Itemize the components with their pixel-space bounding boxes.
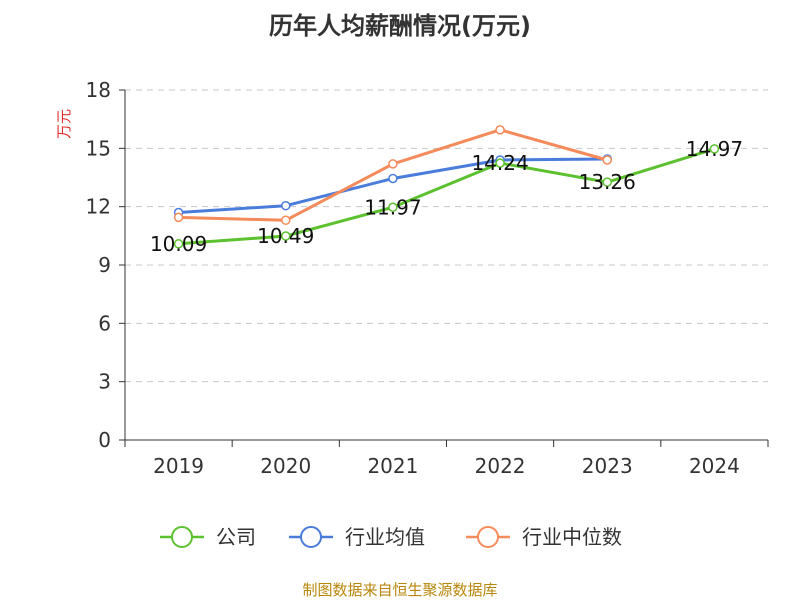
y-tick-label: 6: [98, 311, 111, 335]
legend-label: 行业中位数: [522, 525, 622, 549]
data-point-1-2[interactable]: [388, 173, 398, 184]
data-label: 10.09: [150, 232, 207, 256]
y-tick-label: 0: [98, 428, 111, 452]
data-point-0-4[interactable]: [602, 177, 612, 187]
x-tick-label: 2022: [475, 454, 526, 478]
data-point-0-2[interactable]: [388, 202, 398, 212]
legend-marker: [171, 526, 193, 548]
data-label: 10.49: [257, 224, 314, 248]
legend-item-0[interactable]: 公司: [160, 525, 256, 549]
data-point-0-3[interactable]: [495, 158, 505, 168]
y-tick-label: 18: [86, 78, 111, 102]
legend[interactable]: 公司 行业均值 行业中位数: [160, 525, 622, 549]
y-tick-label: 12: [86, 195, 111, 219]
legend-item-1[interactable]: 行业均值: [289, 525, 425, 549]
data-label: 13.26: [579, 170, 636, 194]
legend-item-2[interactable]: 行业中位数: [466, 525, 622, 549]
y-tick-label: 9: [98, 253, 111, 277]
data-labels: 10.09 10.49 11.97 14.24 13.26 14.97: [150, 137, 743, 256]
data-label: 11.97: [364, 195, 421, 219]
y-tick-label: 3: [98, 370, 111, 394]
chart-title: 历年人均薪酬情况(万元): [269, 12, 531, 40]
data-point-1-1[interactable]: [281, 200, 291, 211]
data-label: 14.97: [686, 137, 743, 161]
legend-label: 行业均值: [345, 525, 425, 549]
legend-marker: [477, 526, 499, 548]
data-point-2-0[interactable]: [173, 212, 184, 223]
data-point-2-1[interactable]: [281, 215, 291, 226]
y-axis-label: 万元: [55, 109, 73, 139]
data-label: 14.24: [471, 151, 528, 175]
source-note: 制图数据来自恒生聚源数据库: [302, 581, 497, 599]
legend-marker: [300, 526, 322, 548]
x-tick-label: 2021: [367, 454, 418, 478]
data-point-2-3[interactable]: [495, 125, 505, 135]
y-tick-label: 15: [86, 136, 111, 160]
data-point-0-0[interactable]: [173, 239, 184, 249]
x-tick-label: 2024: [689, 454, 740, 478]
data-point-0-5[interactable]: [709, 144, 720, 154]
legend-label: 公司: [216, 525, 256, 549]
series-layer: [173, 125, 720, 249]
series-line-0: [177, 147, 716, 246]
data-point-2-2[interactable]: [388, 159, 398, 169]
data-point-0-1[interactable]: [281, 231, 291, 241]
data-point-2-4[interactable]: [602, 155, 612, 165]
x-tick-label: 2023: [582, 454, 633, 478]
grid: [125, 89, 768, 383]
axes: 0 3 6 9 12 15 18 2019 2020 2021 2022 2023 2024: [86, 78, 769, 478]
x-tick-label: 2019: [153, 454, 204, 478]
x-tick-label: 2020: [260, 454, 311, 478]
